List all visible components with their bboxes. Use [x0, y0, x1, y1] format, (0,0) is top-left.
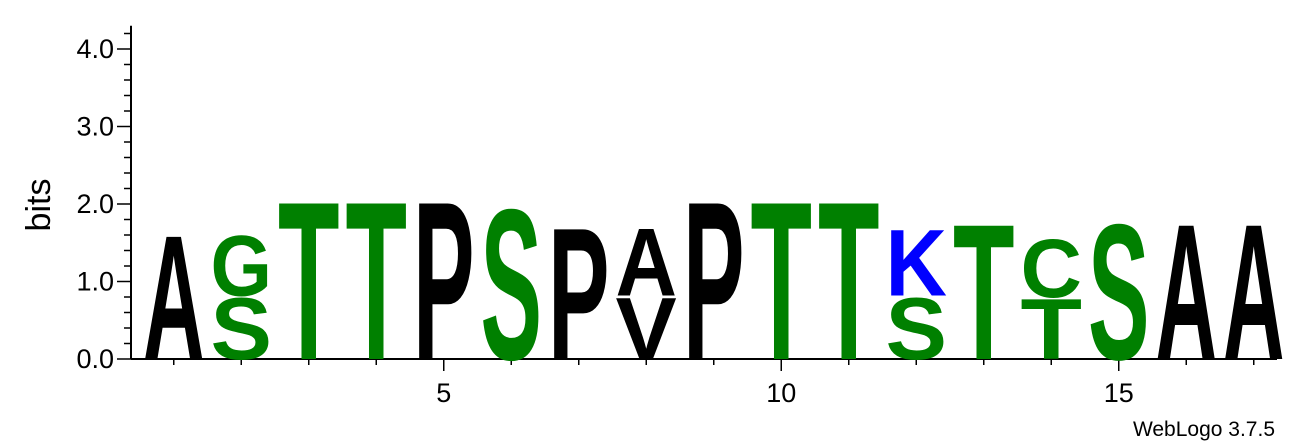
position-13-stack: T [953, 183, 1014, 400]
letter-T-pos-14-glyph: T [1021, 281, 1082, 378]
position-17-stack: A [1223, 184, 1285, 400]
letter-C-pos-14: C [1021, 221, 1082, 315]
letter-S-pos-2: S [211, 280, 273, 379]
position-6-stack: S [481, 165, 542, 406]
y-tick-label: 4.0 [76, 34, 114, 64]
x-tick-label: 10 [766, 378, 796, 408]
letter-T-pos-13: T [953, 183, 1014, 400]
letter-T-pos-14: T [1021, 281, 1082, 378]
letter-S-pos-6-glyph: S [481, 165, 542, 406]
position-9-stack: P [683, 155, 744, 408]
position-4-stack: T [346, 156, 407, 408]
letter-C-pos-14-glyph: C [1021, 221, 1082, 315]
x-tick-label: 5 [436, 378, 451, 408]
letter-A-pos-1-glyph: A [143, 198, 204, 397]
letter-A-pos-16-glyph: A [1156, 184, 1218, 400]
position-11-stack: T [818, 156, 879, 408]
letter-A-pos-17-glyph: A [1223, 184, 1285, 400]
x-tick-label: 15 [1104, 378, 1134, 408]
position-1-stack: A [143, 198, 204, 397]
letter-V-pos-8: V [616, 280, 677, 379]
position-12-stack: SK [886, 210, 948, 378]
position-5-stack: P [413, 155, 474, 408]
letter-V-pos-8-glyph: V [616, 280, 677, 379]
letter-G-pos-2-glyph: G [211, 217, 272, 314]
letter-T-pos-10: T [751, 156, 812, 408]
letter-P-pos-7: P [548, 190, 609, 400]
letter-A-pos-8-glyph: A [616, 208, 677, 316]
y-axis-label: bits [20, 179, 58, 232]
position-14-stack: TC [1021, 221, 1082, 378]
letter-S-pos-2-glyph: S [211, 280, 273, 379]
letter-T-pos-3-glyph: T [278, 156, 339, 408]
letter-stacks: A SG T T P S P VA P T T SK T TC S A A [143, 155, 1285, 408]
x-axis: 5 10 15 [131, 358, 1277, 408]
letter-P-pos-9: P [683, 155, 744, 408]
position-16-stack: A [1156, 184, 1218, 400]
letter-A-pos-16: A [1156, 184, 1218, 400]
letter-P-pos-5: P [413, 155, 474, 408]
weblogo-version-label: WebLogo 3.7.5 [1133, 418, 1275, 441]
position-10-stack: T [751, 156, 812, 408]
letter-K-pos-12: K [886, 210, 947, 316]
letter-P-pos-7-glyph: P [548, 190, 609, 400]
letter-T-pos-4: T [346, 156, 407, 408]
letter-A-pos-8: A [616, 208, 677, 316]
letter-S-pos-12-glyph: S [886, 280, 948, 379]
letter-A-pos-17: A [1223, 184, 1285, 400]
y-tick-label: 0.0 [76, 344, 114, 374]
letter-P-pos-5-glyph: P [413, 155, 474, 408]
letter-T-pos-11: T [818, 156, 879, 408]
letter-P-pos-9-glyph: P [683, 155, 744, 408]
y-axis: 0.0 1.0 2.0 3.0 4.0 [76, 25, 132, 374]
position-7-stack: P [548, 190, 609, 400]
letter-G-pos-2: G [211, 217, 272, 314]
letter-S-pos-12: S [886, 280, 948, 379]
letter-T-pos-3: T [278, 156, 339, 408]
letter-T-pos-4-glyph: T [346, 156, 407, 408]
y-tick-label: 1.0 [76, 267, 114, 297]
letter-K-pos-12-glyph: K [886, 210, 947, 316]
position-8-stack: VA [616, 208, 677, 378]
y-tick-label: 3.0 [76, 112, 114, 142]
position-15-stack: S [1088, 185, 1149, 401]
letter-S-pos-15: S [1088, 185, 1149, 401]
y-tick-label: 2.0 [76, 189, 114, 219]
position-2-stack: SG [211, 217, 273, 378]
letter-S-pos-6: S [481, 165, 542, 406]
letter-A-pos-1: A [143, 198, 204, 397]
letter-T-pos-10-glyph: T [751, 156, 812, 408]
letter-S-pos-15-glyph: S [1088, 185, 1149, 401]
position-3-stack: T [278, 156, 339, 408]
letter-T-pos-13-glyph: T [953, 183, 1014, 400]
letter-T-pos-11-glyph: T [818, 156, 879, 408]
